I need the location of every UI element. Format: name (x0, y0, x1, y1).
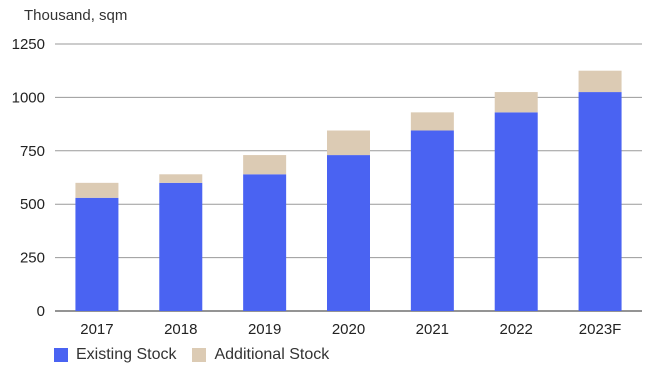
legend-swatch-additional-stock (192, 348, 207, 362)
bar-existing-2019 (243, 174, 287, 311)
bar-additional-2023F (578, 70, 622, 93)
legend-label-additional-stock: Additional Stock (214, 346, 330, 363)
x-tick-label: 2023F (579, 321, 622, 338)
x-tick-label: 2017 (80, 321, 113, 338)
bar-additional-2020 (327, 130, 370, 156)
x-tick-label: 2018 (164, 321, 197, 338)
bar-additional-2019 (243, 155, 287, 175)
y-tick-label: 1250 (12, 36, 45, 53)
legend-label-existing-stock: Existing Stock (76, 346, 177, 363)
bar-existing-2023F (578, 92, 622, 311)
bar-additional-2018 (159, 174, 203, 183)
y-tick-label: 0 (37, 303, 45, 320)
bar-existing-2018 (159, 182, 203, 311)
bar-additional-2021 (410, 112, 454, 131)
y-tick-label: 500 (20, 196, 45, 213)
legend: Existing Stock Additional Stock (54, 346, 329, 364)
unit-label: Thousand, sqm (24, 7, 128, 24)
bar-existing-2022 (494, 112, 538, 312)
bar-existing-2021 (410, 130, 454, 311)
bar-additional-2022 (494, 92, 538, 113)
x-tick-label: 2019 (248, 321, 281, 338)
x-tick-label: 2020 (332, 321, 365, 338)
y-tick-label: 750 (20, 143, 45, 160)
legend-item-additional-stock: Additional Stock (192, 346, 329, 364)
bar-additional-2017 (75, 182, 119, 198)
bar-existing-2020 (327, 155, 370, 311)
x-tick-label: 2021 (416, 321, 449, 338)
y-tick-label: 1000 (12, 89, 45, 106)
y-tick-label: 250 (20, 250, 45, 267)
bar-existing-2017 (75, 197, 119, 311)
x-tick-label: 2022 (500, 321, 533, 338)
legend-item-existing-stock: Existing Stock (54, 346, 176, 364)
legend-swatch-existing-stock (54, 348, 68, 362)
